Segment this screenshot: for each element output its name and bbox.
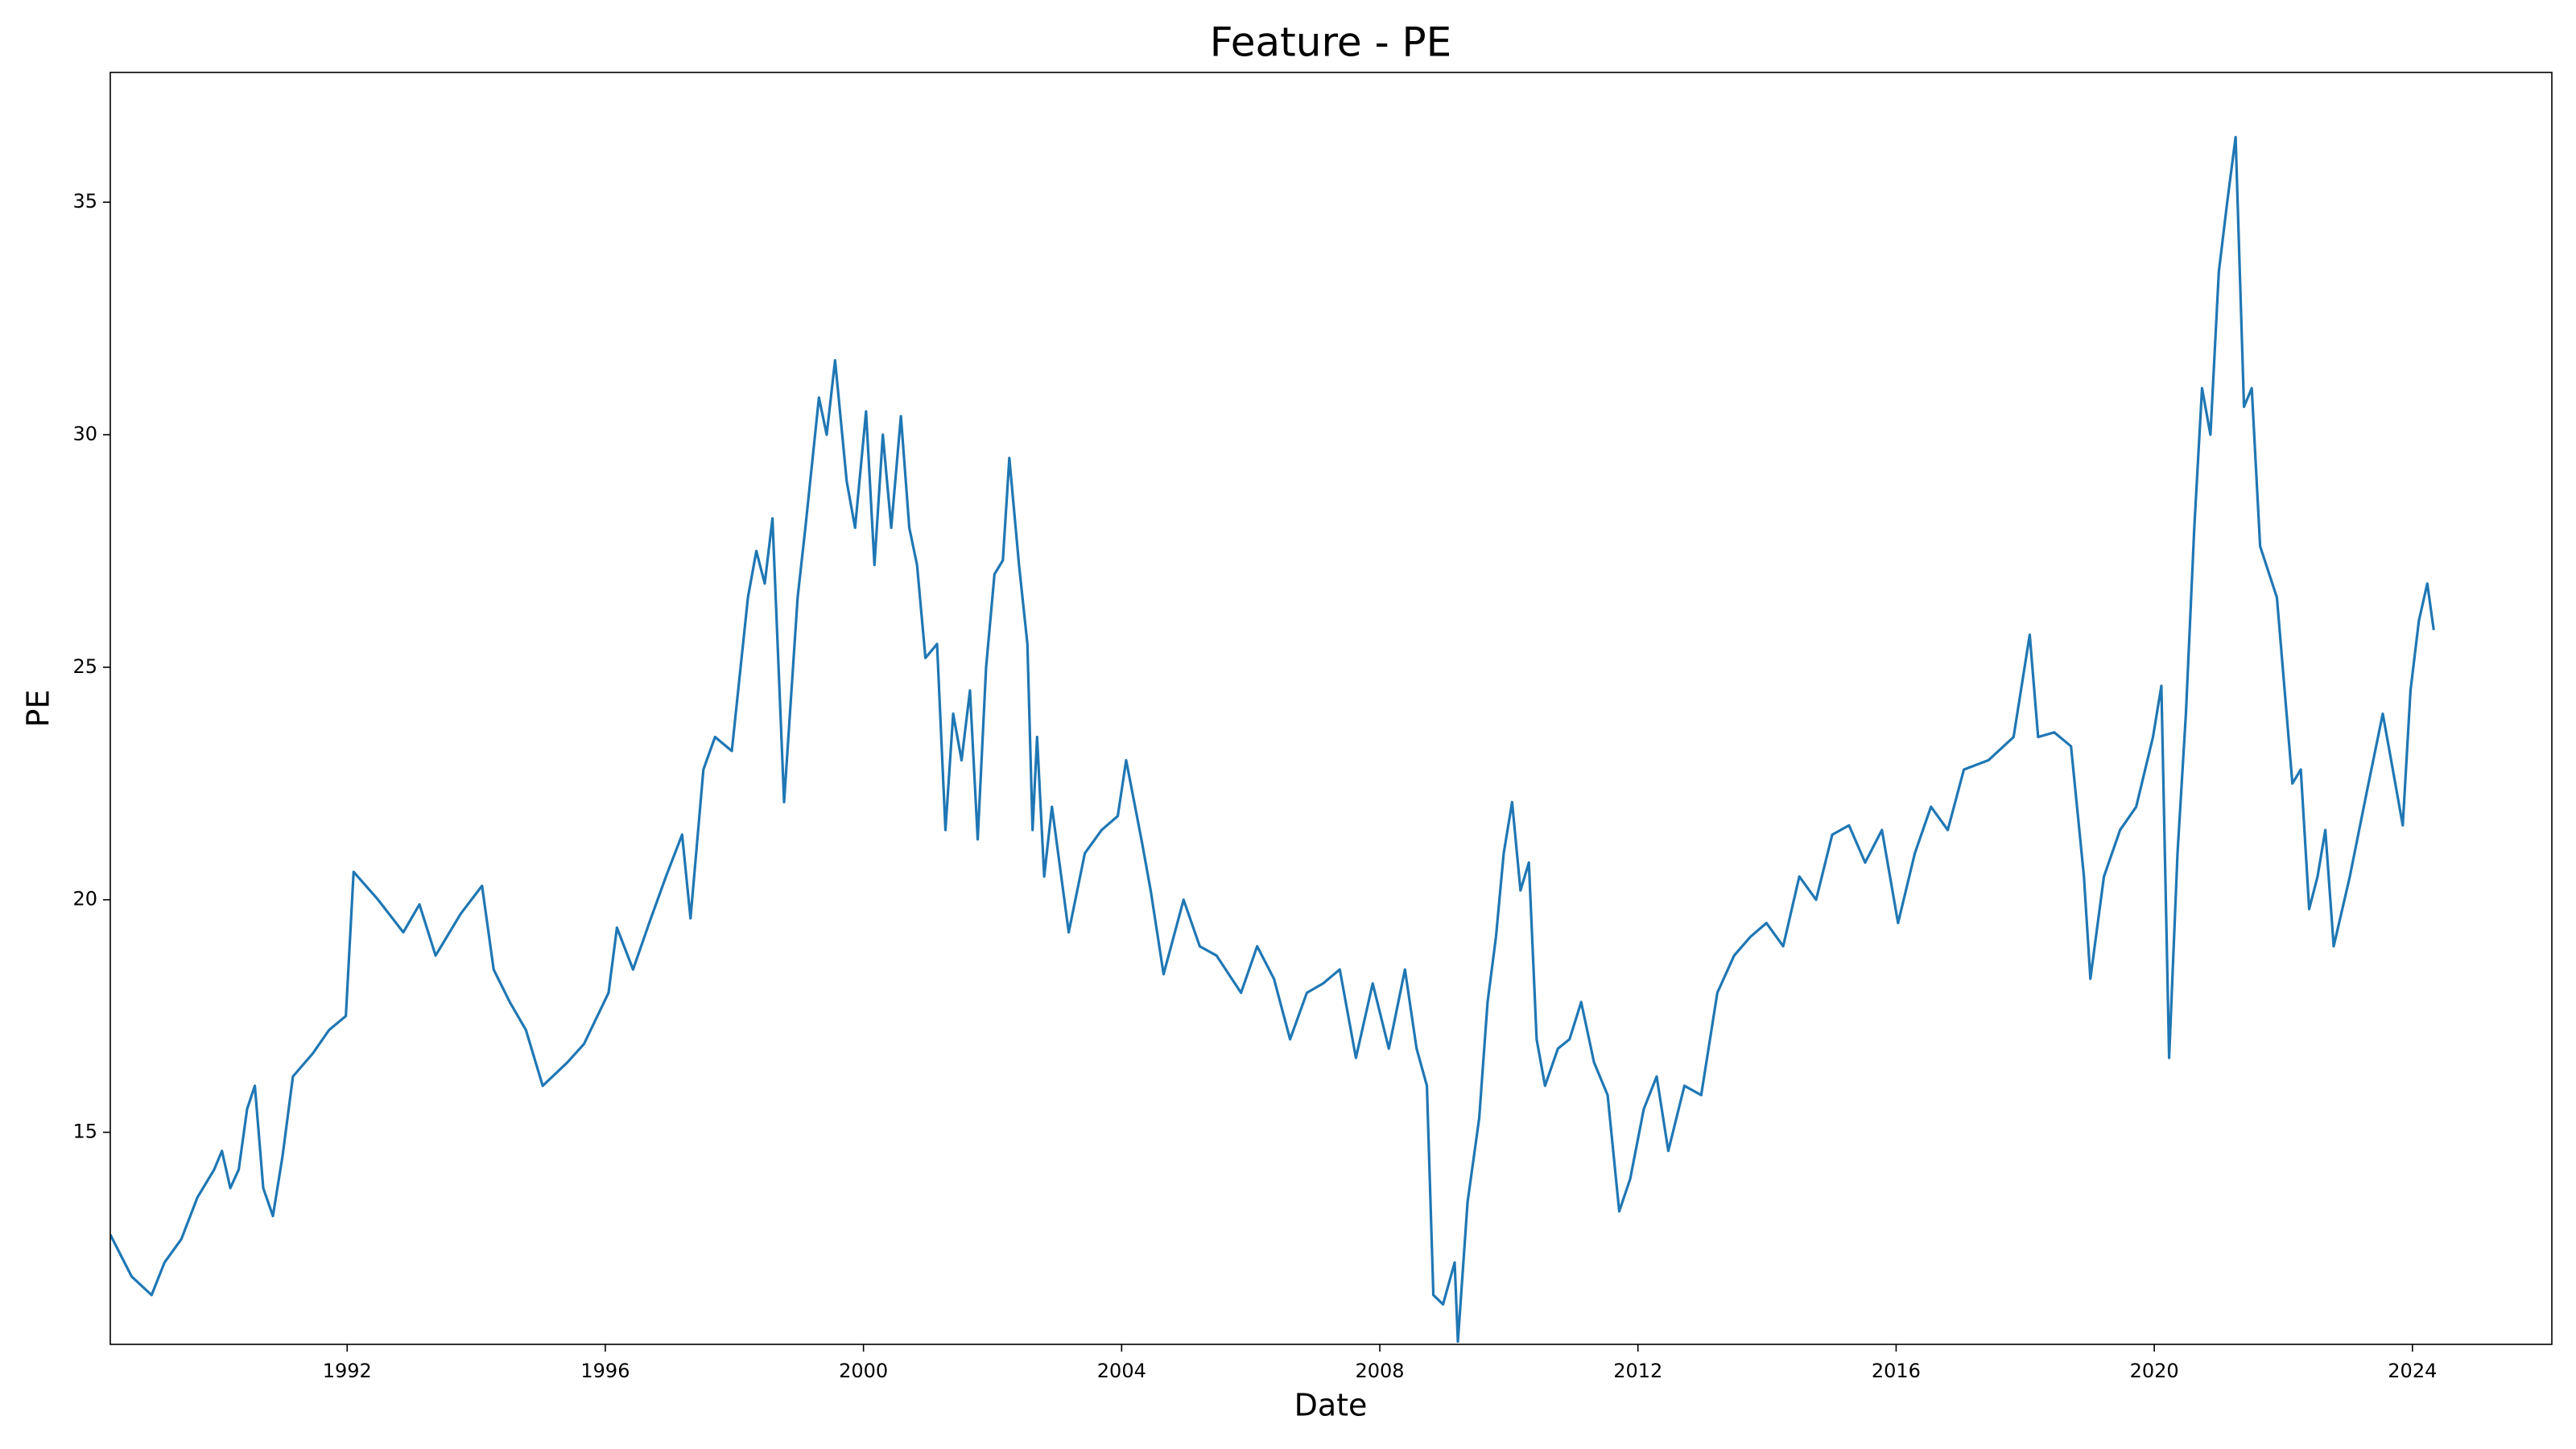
x-tick-label: 2020 [2130,1360,2179,1382]
data-line [110,135,2435,1344]
y-tick-label: 35 [72,190,97,213]
y-tick-label: 15 [72,1121,97,1143]
x-axis-label: Date [1294,1388,1368,1423]
x-tick-label: 2012 [1613,1360,1662,1382]
x-tick-label: 2000 [839,1360,888,1382]
y-tick-label: 25 [72,655,97,678]
x-tick-label: 2016 [1872,1360,1921,1382]
x-tick-label: 2004 [1097,1360,1146,1382]
x-tick-label: 1996 [580,1360,630,1382]
x-tick-label: 1992 [323,1360,372,1382]
x-tick-label: 2024 [2388,1360,2437,1382]
y-axis-label: PE [21,690,56,728]
y-tick-label: 20 [72,888,97,910]
x-tick-label: 2008 [1355,1360,1404,1382]
y-tick-label: 30 [72,423,97,445]
plot-frame [109,72,2553,1345]
chart-title: Feature - PE [1210,19,1452,66]
